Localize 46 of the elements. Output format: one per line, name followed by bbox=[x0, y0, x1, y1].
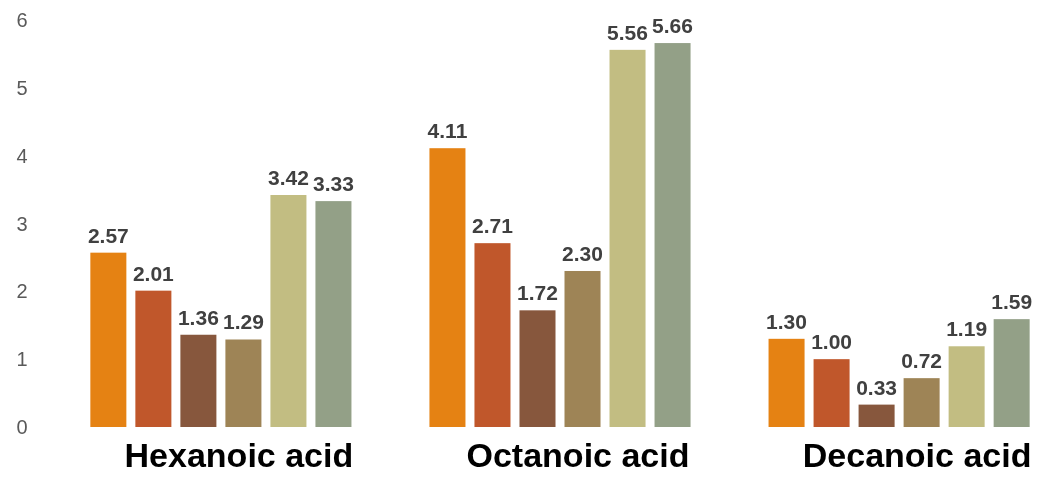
bar bbox=[270, 195, 307, 427]
bar bbox=[813, 359, 850, 427]
data-label: 2.01 bbox=[132, 261, 175, 285]
x-tick-label: Octanoic acid bbox=[466, 436, 690, 474]
data-label: 0.33 bbox=[856, 375, 898, 399]
y-tick-label: 0 bbox=[16, 416, 28, 438]
bar bbox=[225, 339, 262, 427]
x-tick-label: Decanoic acid bbox=[802, 436, 1032, 474]
data-label: 1.36 bbox=[177, 305, 219, 329]
bar bbox=[948, 346, 985, 427]
bar bbox=[858, 404, 895, 427]
y-tick-label: 1 bbox=[16, 348, 28, 371]
bar bbox=[135, 290, 172, 427]
bar bbox=[519, 310, 556, 427]
data-label: 2.71 bbox=[472, 214, 514, 238]
bar bbox=[903, 378, 940, 427]
y-tick-label: 2 bbox=[16, 280, 28, 303]
y-tick-label: 6 bbox=[16, 9, 28, 31]
data-label: 5.56 bbox=[607, 20, 648, 44]
bar bbox=[564, 270, 601, 427]
data-label: 4.11 bbox=[427, 119, 468, 143]
y-tick-label: 5 bbox=[16, 76, 28, 99]
data-label: 1.59 bbox=[991, 290, 1033, 314]
data-label: 0.72 bbox=[901, 349, 943, 373]
bar bbox=[474, 243, 511, 427]
x-tick-label: Hexanoic acid bbox=[124, 436, 354, 474]
data-label: 1.00 bbox=[811, 330, 853, 354]
y-tick-label: 4 bbox=[16, 144, 28, 167]
data-label: 2.30 bbox=[562, 241, 603, 265]
data-label: 1.72 bbox=[517, 281, 558, 305]
bar bbox=[429, 148, 466, 427]
y-tick-label: 3 bbox=[16, 212, 28, 235]
bar bbox=[90, 252, 127, 427]
data-label: 1.29 bbox=[222, 310, 264, 334]
bar bbox=[768, 338, 805, 427]
data-label: 2.57 bbox=[87, 223, 129, 247]
bar bbox=[654, 43, 691, 427]
bar bbox=[315, 201, 352, 427]
bar bbox=[993, 319, 1030, 427]
data-label: 1.30 bbox=[766, 309, 807, 333]
data-label: 5.66 bbox=[652, 14, 693, 38]
bar bbox=[180, 334, 217, 427]
data-label: 3.42 bbox=[267, 166, 309, 190]
data-label: 3.33 bbox=[313, 172, 354, 196]
data-label: 1.19 bbox=[946, 317, 988, 341]
bar bbox=[609, 49, 646, 427]
